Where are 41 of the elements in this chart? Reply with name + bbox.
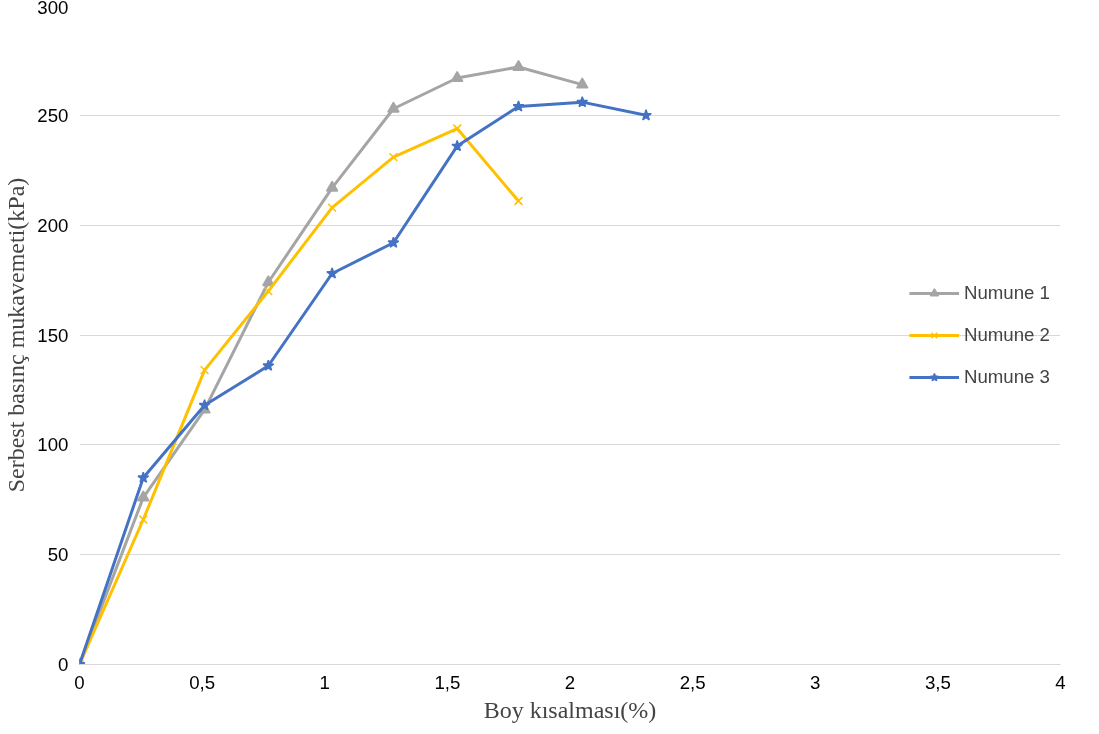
point [576,77,589,89]
point [199,365,210,375]
y-tick-label: 0 [58,654,69,675]
y-tick-label: 150 [37,324,69,346]
y-tick-label: 100 [37,434,69,456]
point [138,514,148,525]
point [512,100,525,112]
legend-label: Numune 3 [963,365,1050,388]
point [326,267,339,279]
point [262,359,275,371]
x-tick-label: 0 [74,671,85,693]
point [512,59,525,71]
point [576,95,589,108]
x-tick-label: 0,5 [189,671,216,693]
x-tick-label: 3 [810,671,821,693]
legend-label: Numune 2 [963,323,1050,346]
x-tick-label: 2,5 [679,671,706,693]
point [513,196,524,206]
point [387,236,400,248]
x-tick-label: 4 [1055,671,1066,693]
y-tick-label: 300 [37,0,69,18]
point [263,286,273,296]
point [325,180,339,192]
point [137,490,150,502]
x-tick-label: 3,5 [924,671,951,693]
x-tick-label: 1,5 [434,671,461,693]
point [451,139,464,152]
point [387,101,400,113]
legend-label: Numune 1 [963,281,1050,304]
y-axis-title: Serbest basınç mukavemeti(kPa) [3,177,30,493]
point [327,202,337,213]
point [452,123,462,134]
y-tick-label: 200 [37,214,69,236]
y-tick-label: 250 [37,104,69,126]
y-tick-label: 50 [47,544,69,566]
point [450,70,464,82]
point [388,152,399,162]
point [137,471,150,483]
x-axis-title: Boy kısalması(%) [483,696,657,723]
x-tick-label: 2 [564,671,576,693]
x-tick-label: 1 [319,671,330,693]
